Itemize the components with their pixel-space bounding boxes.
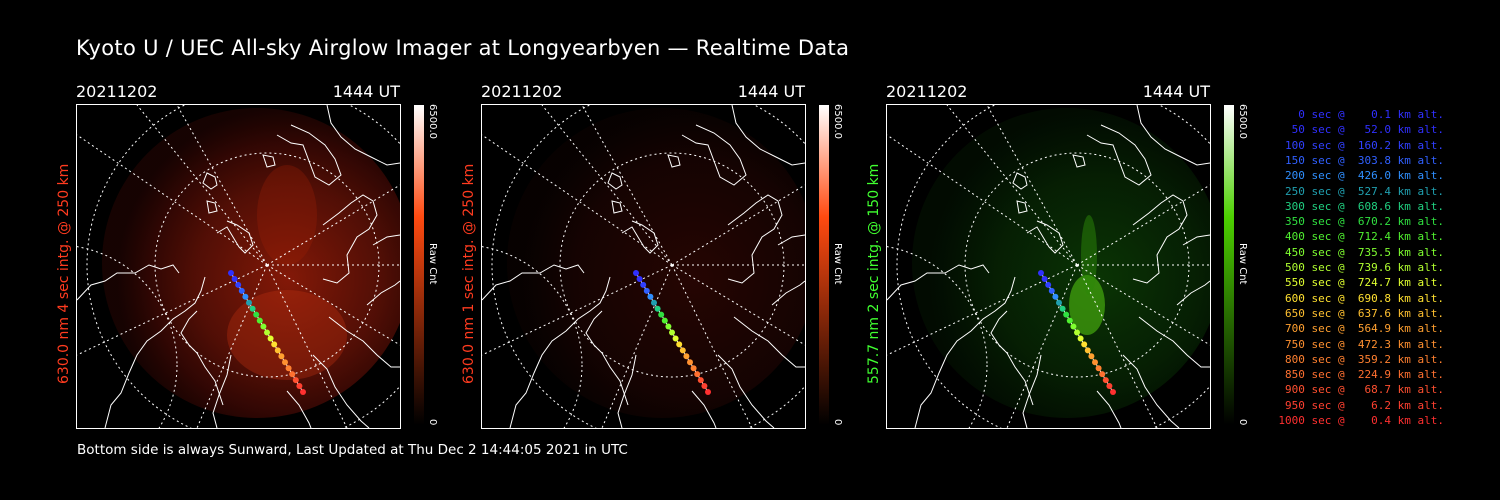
legend-row: 800 sec @ 359.2 km alt. (1278, 352, 1444, 366)
panel-2-date: 20211202 (481, 82, 563, 101)
legend-row: 700 sec @ 564.9 km alt. (1278, 322, 1444, 336)
legend-row: 150 sec @ 303.8 km alt. (1278, 153, 1444, 167)
panel-1-colorbar-max: 6500.0 (427, 104, 438, 139)
legend-row: 0 sec @ 0.1 km alt. (1278, 108, 1444, 121)
panel-2-colorbar-unit: Raw Cnt (832, 243, 843, 285)
panel-1-colorbar-unit: Raw Cnt (427, 243, 438, 285)
panel-2-wavelength-label: 630.0 nm 1 sec intg. @ 250 km (461, 163, 477, 384)
legend-row: 750 sec @ 472.3 km alt. (1278, 337, 1444, 351)
legend-row: 950 sec @ 6.2 km alt. (1278, 398, 1444, 412)
legend-row: 400 sec @ 712.4 km alt. (1278, 230, 1444, 244)
panel-1-allsky-image (0, 84, 448, 486)
legend-row: 300 sec @ 608.6 km alt. (1278, 199, 1444, 213)
legend-row: 650 sec @ 637.6 km alt. (1278, 306, 1444, 320)
panel-3-colorbar-unit: Raw Cnt (1237, 243, 1248, 285)
legend-row: 50 sec @ 52.0 km alt. (1278, 123, 1444, 137)
panel-2-time: 1444 UT (737, 82, 805, 101)
legend-row: 100 sec @ 160.2 km alt. (1278, 138, 1444, 152)
panel-3-colorbar-min: 0 (1237, 419, 1248, 426)
legend-row: 350 sec @ 670.2 km alt. (1278, 215, 1444, 229)
panel-1-date: 20211202 (76, 82, 158, 101)
legend-row: 850 sec @ 224.9 km alt. (1278, 368, 1444, 382)
page-title: Kyoto U / UEC All-sky Airglow Imager at … (76, 36, 850, 60)
panel-1-colorbar-min: 0 (427, 419, 438, 426)
panel-3-colorbar-max: 6500.0 (1237, 104, 1248, 139)
panel-2-colorbar-max: 6500.0 (832, 104, 843, 139)
legend-row: 500 sec @ 739.6 km alt. (1278, 261, 1444, 274)
panel-3-map (746, 84, 1258, 486)
legend-row: 550 sec @ 724.7 km alt. (1278, 276, 1444, 290)
legend-row: 600 sec @ 690.8 km alt. (1278, 291, 1444, 305)
panel-3-wavelength-label: 557.7 nm 2 sec intg. @ 150 km (866, 163, 882, 384)
legend-row: 250 sec @ 527.4 km alt. (1278, 184, 1444, 198)
panel-3-colorbar (1224, 105, 1234, 425)
legend-row: 450 sec @ 735.5 km alt. (1278, 245, 1444, 259)
legend-row: 900 sec @ 68.7 km alt. (1278, 383, 1444, 397)
panel-1-wavelength-label: 630.0 nm 4 sec intg. @ 250 km (56, 163, 72, 384)
panel-1-map (0, 84, 448, 486)
panel-2-allsky-image (341, 84, 853, 486)
panel-3-date: 20211202 (886, 82, 968, 101)
panel-3-time: 1444 UT (1142, 82, 1210, 101)
panel-2-map (341, 84, 853, 486)
panel-1-time: 1444 UT (332, 82, 400, 101)
legend-row: 200 sec @ 426.0 km alt. (1278, 169, 1444, 183)
panel-3-allsky-image (746, 84, 1258, 486)
footer-status: Bottom side is always Sunward, Last Upda… (77, 442, 628, 458)
legend-row: 1000 sec @ 0.4 km alt. (1278, 414, 1444, 427)
panel-2-colorbar-min: 0 (832, 419, 843, 426)
panel-1-colorbar (414, 105, 424, 425)
panel-2-colorbar (819, 105, 829, 425)
